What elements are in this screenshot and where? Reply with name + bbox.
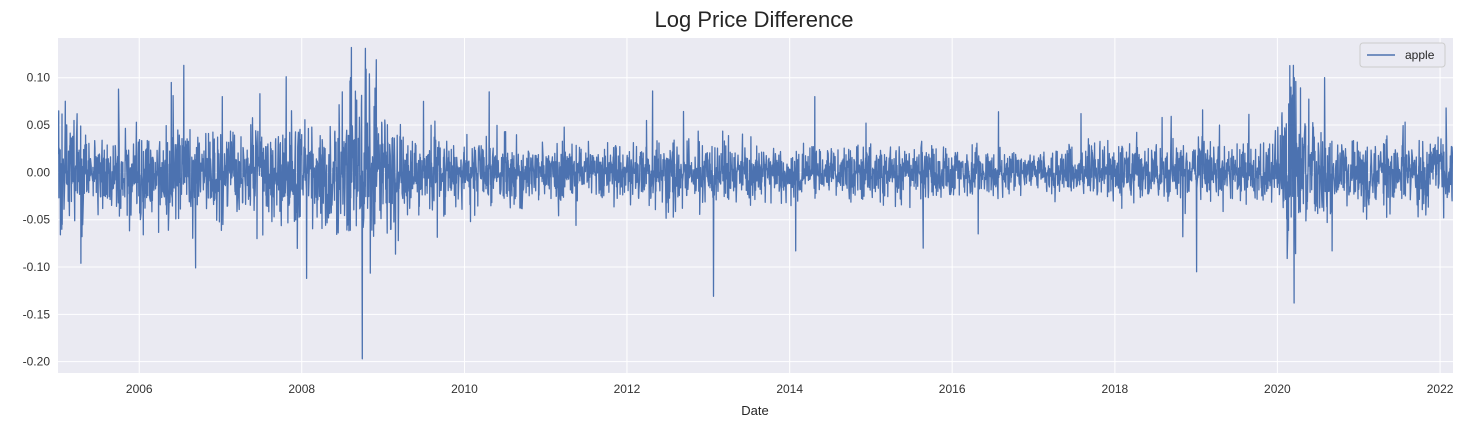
x-tick-label: 2008: [288, 382, 315, 396]
y-axis-tick-labels: 0.10 0.05 0.00 -0.05 -0.10 -0.15 -0.20: [23, 71, 51, 369]
x-tick-label: 2014: [776, 382, 803, 396]
x-tick-label: 2018: [1102, 382, 1129, 396]
x-tick-label: 2006: [126, 382, 153, 396]
x-tick-label: 2016: [939, 382, 966, 396]
y-tick-label: 0.10: [27, 71, 51, 85]
x-axis-tick-labels: 2006 2008 2010 2012 2014 2016 2018 2020 2022: [126, 382, 1454, 396]
legend: apple: [1359, 42, 1446, 68]
y-tick-label: -0.10: [23, 260, 51, 274]
x-tick-label: 2022: [1427, 382, 1454, 396]
plot-area: [58, 38, 1453, 373]
y-tick-label: 0.05: [27, 118, 51, 132]
series-apple: [58, 46, 1453, 360]
legend-label-apple: apple: [1405, 48, 1435, 62]
y-tick-label: -0.05: [23, 213, 51, 227]
series-line-apple: [58, 46, 1453, 360]
y-tick-label: -0.20: [23, 355, 51, 369]
chart-title: Log Price Difference: [655, 7, 854, 32]
x-tick-label: 2020: [1264, 382, 1291, 396]
x-axis-label: Date: [741, 403, 768, 418]
y-tick-label: 0.00: [27, 165, 51, 179]
legend-frame: [1359, 42, 1446, 68]
y-tick-label: -0.15: [23, 307, 51, 321]
x-tick-label: 2012: [614, 382, 641, 396]
x-tick-label: 2010: [451, 382, 478, 396]
